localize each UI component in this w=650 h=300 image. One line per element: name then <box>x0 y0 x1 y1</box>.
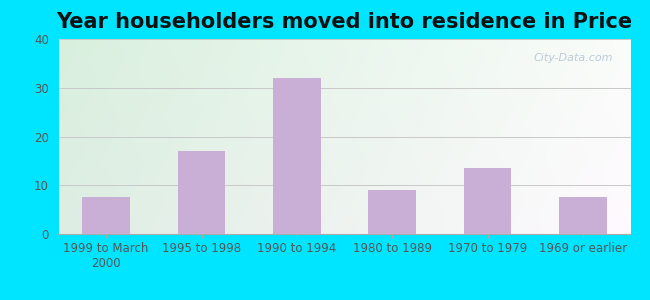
Bar <box>463 168 512 234</box>
Bar <box>83 197 130 234</box>
Bar <box>369 190 416 234</box>
Text: City-Data.com: City-Data.com <box>534 52 614 63</box>
Title: Year householders moved into residence in Price: Year householders moved into residence i… <box>57 12 632 32</box>
Bar <box>177 151 226 234</box>
Bar <box>273 78 320 234</box>
Bar <box>559 197 606 234</box>
